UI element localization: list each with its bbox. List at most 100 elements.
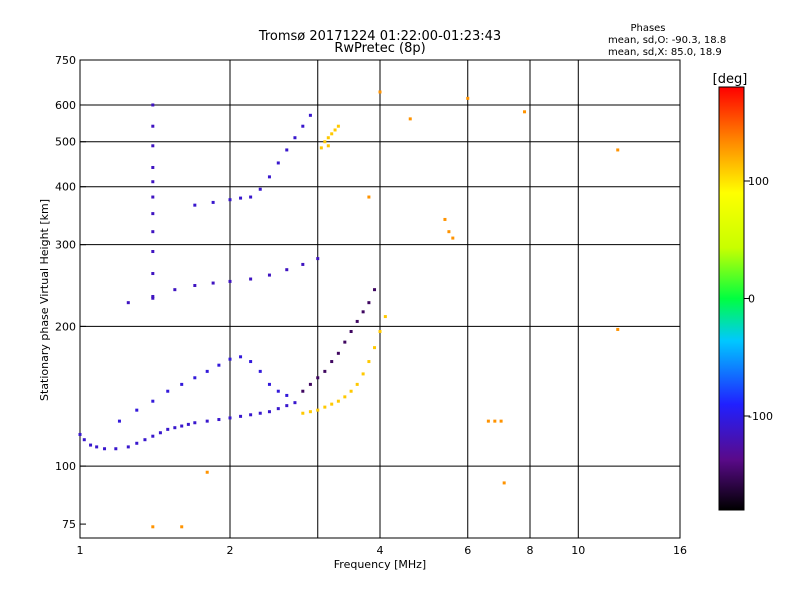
x-axis-label: Frequency [MHz] xyxy=(334,558,426,571)
data-point xyxy=(367,195,371,199)
stats-header: Phases xyxy=(630,23,665,34)
data-point xyxy=(616,327,620,331)
data-point xyxy=(343,340,347,344)
data-point xyxy=(443,217,447,221)
data-point xyxy=(151,165,155,169)
data-point xyxy=(451,236,455,240)
data-point xyxy=(126,301,130,305)
data-point xyxy=(349,389,353,393)
data-point xyxy=(336,124,340,128)
data-point xyxy=(228,279,232,283)
data-point xyxy=(249,360,253,364)
data-point xyxy=(205,470,209,474)
data-point xyxy=(523,110,527,114)
colorbar-tick-label: 100 xyxy=(748,175,769,188)
data-point xyxy=(211,281,215,285)
data-points-layer xyxy=(78,90,620,529)
data-point xyxy=(151,294,155,298)
data-point xyxy=(258,187,262,191)
y-tick-label: 100 xyxy=(55,460,76,473)
data-point xyxy=(330,132,334,136)
data-point xyxy=(151,230,155,234)
data-point xyxy=(211,200,215,204)
x-axis-ticks: 1 2 4 6 8 10 16 xyxy=(77,544,688,557)
data-point xyxy=(151,144,155,148)
y-axis-label: Stationary phase Virtual Height [km] xyxy=(38,199,51,401)
data-point xyxy=(258,369,262,373)
data-point xyxy=(78,432,82,436)
grid-layer xyxy=(79,60,680,538)
data-point xyxy=(151,272,155,276)
data-point xyxy=(135,441,139,445)
colorbar xyxy=(718,86,745,511)
data-point xyxy=(228,198,232,202)
data-point xyxy=(293,401,297,405)
data-point xyxy=(173,426,177,430)
data-point xyxy=(361,372,365,376)
y-tick-label: 300 xyxy=(55,239,76,252)
data-point xyxy=(249,277,253,281)
data-point xyxy=(367,360,371,364)
data-point xyxy=(180,525,184,529)
data-point xyxy=(308,113,312,117)
data-point xyxy=(180,424,184,428)
data-point xyxy=(301,262,305,266)
data-point xyxy=(466,96,470,100)
data-point xyxy=(151,212,155,216)
data-point xyxy=(151,525,155,529)
data-point xyxy=(373,288,377,292)
colorbar-ticks: 100 0 -100 xyxy=(744,175,773,423)
data-point xyxy=(319,146,323,150)
data-point xyxy=(103,447,107,451)
data-point xyxy=(151,195,155,199)
data-point xyxy=(114,447,118,451)
data-point xyxy=(158,431,162,435)
data-point xyxy=(308,382,312,386)
data-point xyxy=(383,315,387,319)
data-point xyxy=(276,389,280,393)
data-point xyxy=(267,410,271,414)
data-point xyxy=(378,330,382,334)
data-point xyxy=(293,136,297,140)
data-point xyxy=(143,438,147,442)
data-point xyxy=(336,399,340,403)
data-point xyxy=(349,330,353,334)
data-point xyxy=(447,230,451,234)
data-point xyxy=(326,144,330,148)
data-point xyxy=(267,175,271,179)
data-point xyxy=(217,418,221,422)
data-point xyxy=(301,389,305,393)
data-point xyxy=(180,382,184,386)
data-point xyxy=(493,419,497,423)
data-point xyxy=(285,148,289,152)
stats-line-o: mean, sd,O: -90.3, 18.8 xyxy=(608,35,726,46)
data-point xyxy=(330,402,334,406)
data-point xyxy=(361,310,365,314)
data-point xyxy=(249,195,253,199)
data-point xyxy=(285,404,289,408)
data-point xyxy=(323,140,327,144)
data-point xyxy=(323,405,327,409)
y-tick-label: 600 xyxy=(55,99,76,112)
data-point xyxy=(193,376,197,380)
data-point xyxy=(502,481,506,485)
data-point xyxy=(228,416,232,420)
data-point xyxy=(151,399,155,403)
data-point xyxy=(217,363,221,367)
colorbar-label: [deg] xyxy=(713,72,748,87)
data-point xyxy=(373,346,377,350)
data-point xyxy=(95,445,99,449)
x-tick-label: 8 xyxy=(527,544,534,557)
data-point xyxy=(193,284,197,288)
data-point xyxy=(333,128,337,132)
x-tick-label: 4 xyxy=(377,544,384,557)
y-tick-label: 75 xyxy=(62,518,76,531)
data-point xyxy=(285,268,289,272)
data-point xyxy=(186,422,190,426)
data-point xyxy=(193,421,197,425)
x-tick-label: 1 xyxy=(77,544,84,557)
data-point xyxy=(151,250,155,254)
data-point xyxy=(308,410,312,414)
data-point xyxy=(408,117,412,121)
